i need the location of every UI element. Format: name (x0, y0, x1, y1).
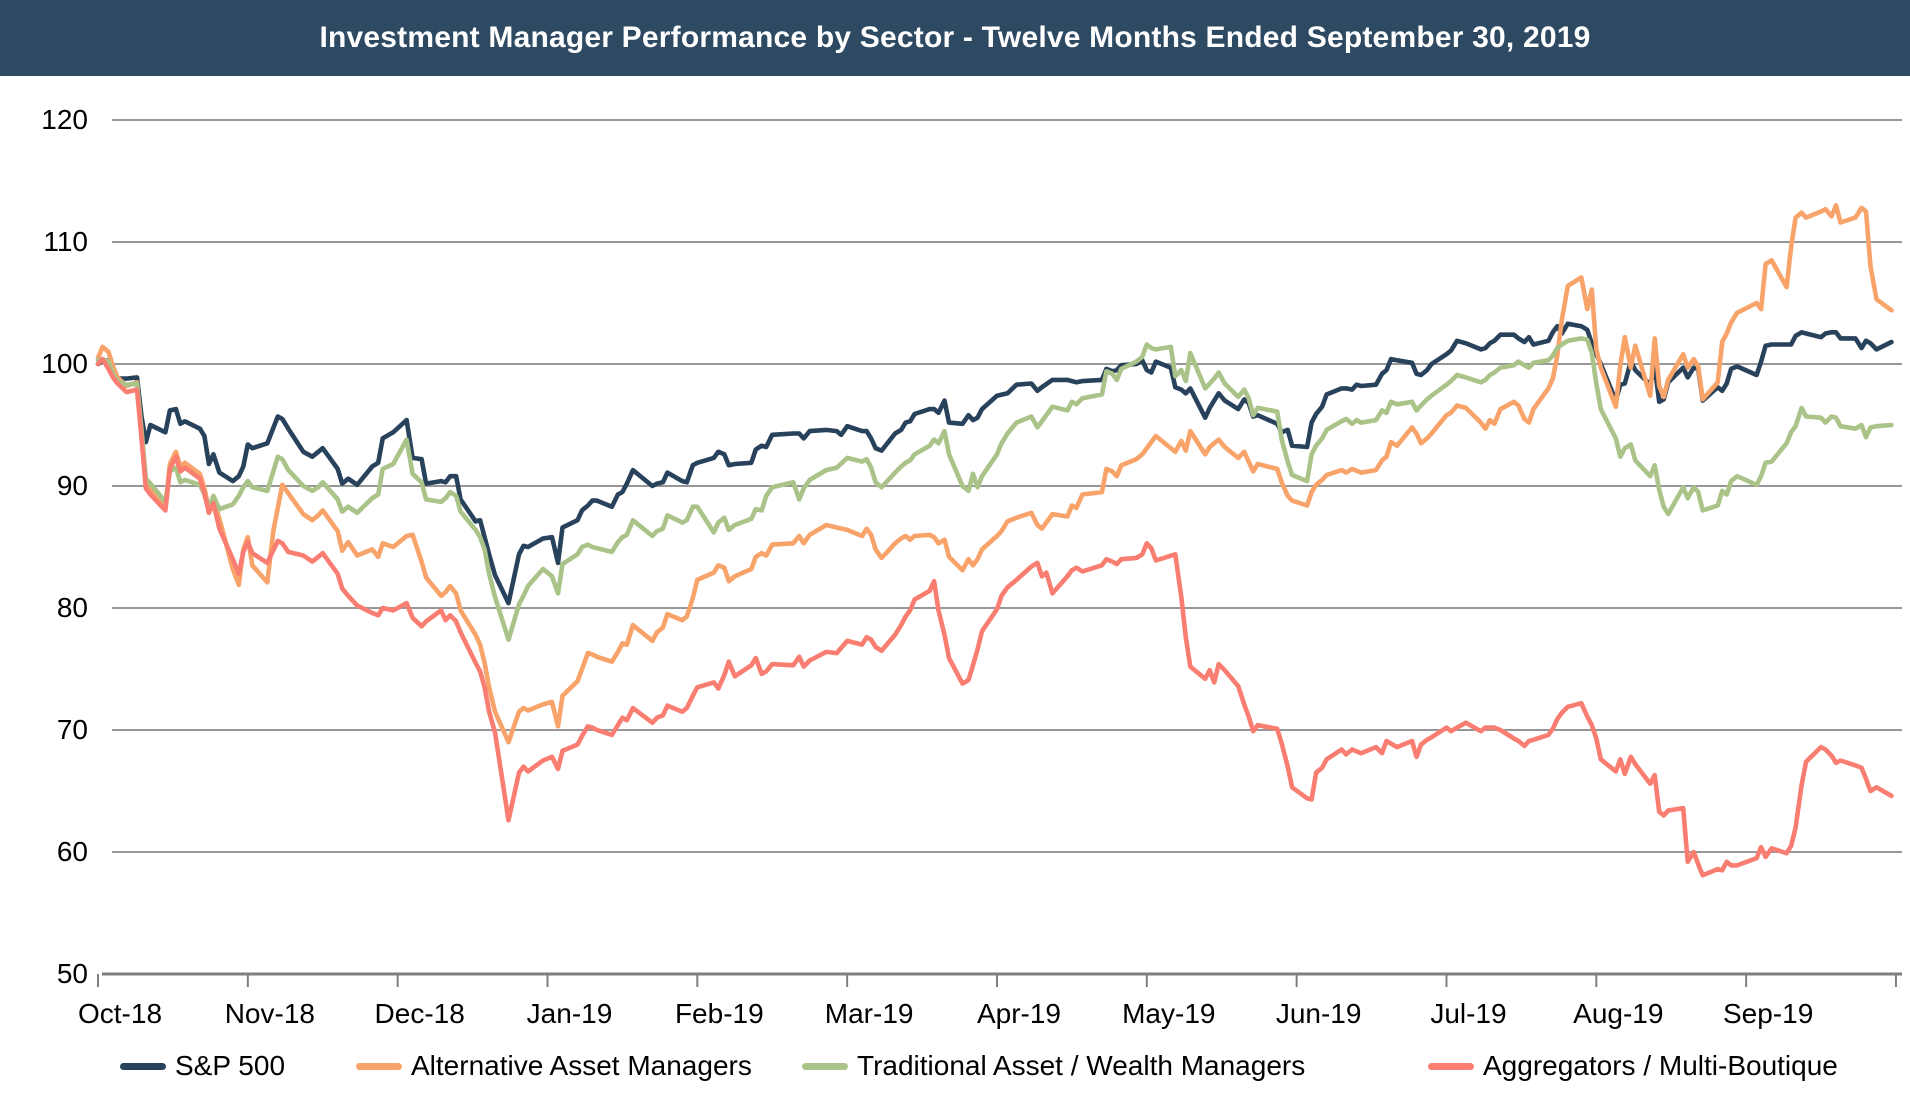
x-axis-label-dec-18: Dec-18 (374, 998, 465, 1029)
series-line-traditional-asset-wealth-managers (95, 336, 1894, 642)
legend-label-sp500: S&P 500 (175, 1050, 286, 1081)
traditional-line-swatch-icon (802, 1062, 848, 1070)
x-axis-label-jan-19: Jan-19 (526, 998, 613, 1029)
legend: S&P 500 Alternative Asset Managers Tradi… (0, 1042, 1910, 1090)
x-axis-label-nov-18: Nov-18 (224, 998, 315, 1029)
y-axis-label-120: 120 (41, 104, 88, 135)
sp500-line-swatch-icon (120, 1062, 166, 1070)
x-axis-label-aug-19: Aug-19 (1573, 998, 1664, 1029)
x-axis-label-jul-19: Jul-19 (1430, 998, 1507, 1029)
legend-label-traditional: Traditional Asset / Wealth Managers (857, 1050, 1306, 1081)
aggregators-line-swatch-icon (1428, 1062, 1474, 1070)
legend-item-sp500: S&P 500 (120, 1042, 285, 1090)
x-axis-label-sep-19: Sep-19 (1722, 998, 1814, 1029)
y-axis-label-50: 50 (56, 958, 88, 989)
x-axis-label-apr-19: Apr-19 (976, 998, 1061, 1029)
y-axis-label-80: 80 (56, 592, 88, 623)
legend-label-aggregators: Aggregators / Multi-Boutique (1483, 1050, 1838, 1081)
alternative-line-swatch-icon (356, 1062, 402, 1070)
y-axis-label-70: 70 (56, 714, 88, 745)
legend-item-traditional: Traditional Asset / Wealth Managers (802, 1042, 1305, 1090)
y-axis-label-60: 60 (56, 836, 88, 867)
x-axis-label-jun-19: Jun-19 (1275, 998, 1362, 1029)
x-axis-label-oct-18: Oct-18 (77, 998, 163, 1029)
legend-item-alternative: Alternative Asset Managers (356, 1042, 752, 1090)
legend-label-alternative: Alternative Asset Managers (411, 1050, 752, 1081)
title-bar: Investment Manager Performance by Sector… (0, 0, 1910, 76)
x-axis-label-feb-19: Feb-19 (674, 998, 764, 1029)
x-axis-label-may-19: May-19 (1122, 998, 1216, 1029)
chart-title: Investment Manager Performance by Sector… (319, 21, 1591, 54)
series-line-alternative-asset-managers (95, 203, 1894, 745)
y-axis-label-110: 110 (43, 226, 88, 257)
legend-item-aggregators: Aggregators / Multi-Boutique (1428, 1042, 1838, 1090)
y-axis-label-90: 90 (56, 470, 88, 501)
series-line-aggregators-multi-boutique (95, 356, 1894, 878)
x-axis-label-mar-19: Mar-19 (824, 998, 914, 1029)
y-axis-label-100: 100 (41, 348, 88, 379)
